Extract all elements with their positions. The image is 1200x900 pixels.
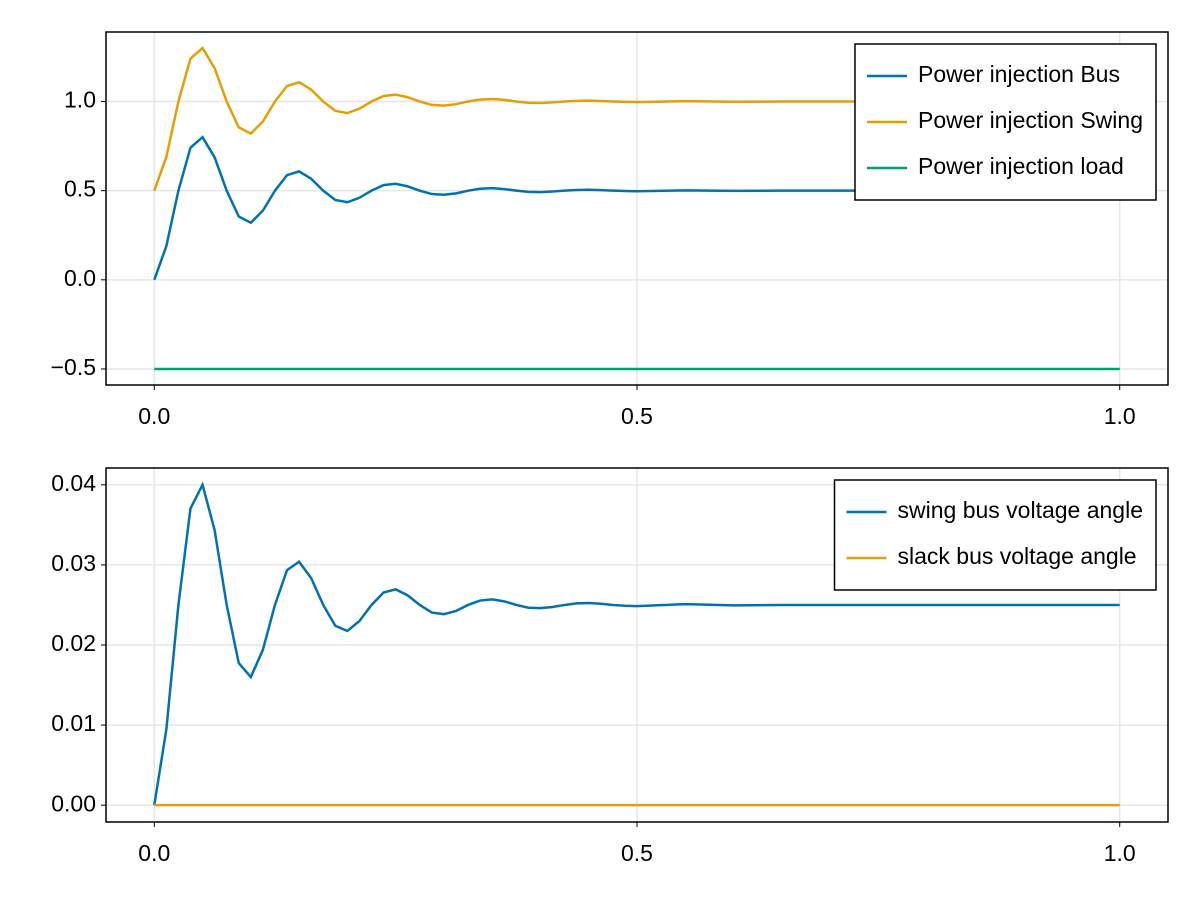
x-tick-label: 0.5 xyxy=(621,403,653,429)
y-tick-label: 0.02 xyxy=(51,630,96,656)
y-tick-label: 0.0 xyxy=(64,265,96,291)
x-tick-label: 0.0 xyxy=(138,403,170,429)
legend-label: Power injection load xyxy=(918,153,1124,179)
x-tick-label: 1.0 xyxy=(1104,403,1136,429)
y-tick-label: 0.04 xyxy=(51,470,96,496)
legend-frame xyxy=(833,479,1157,591)
legend: Power injection Bus Power injection Swing… xyxy=(854,43,1157,201)
line xyxy=(153,481,1120,806)
plot: 0.0 0.5 1.0 −0.5 0.0 0.5 1.0 Power injection Bu… xyxy=(51,31,1169,429)
line xyxy=(153,135,1120,281)
legend-label: Power injection Swing xyxy=(918,107,1143,133)
x-tick-label: 0.0 xyxy=(138,840,170,866)
y-tick-label: 1.0 xyxy=(64,87,96,113)
legend-label: slack bus voltage angle xyxy=(898,543,1137,569)
legend-label: Power injection Bus xyxy=(918,61,1120,87)
y-tick-label: 0.01 xyxy=(51,710,96,736)
y-tick-label: 0.03 xyxy=(51,550,96,576)
y-tick-label: 0.5 xyxy=(64,176,96,202)
y-tick-label: −0.5 xyxy=(51,354,96,380)
x-tick-label: 0.5 xyxy=(621,840,653,866)
plot-frame xyxy=(105,31,1169,386)
plot: 0.0 0.5 1.0 0.00 0.01 0.02 0.03 0.04 swing bus v… xyxy=(51,467,1169,866)
legend: swing bus voltage angle slack bus voltage… xyxy=(833,479,1157,591)
x-tick-label: 1.0 xyxy=(1104,840,1136,866)
plot-frame xyxy=(105,467,1169,823)
y-tick-label: 0.00 xyxy=(51,790,96,816)
legend-label: swing bus voltage angle xyxy=(898,497,1144,523)
line xyxy=(153,46,1120,192)
